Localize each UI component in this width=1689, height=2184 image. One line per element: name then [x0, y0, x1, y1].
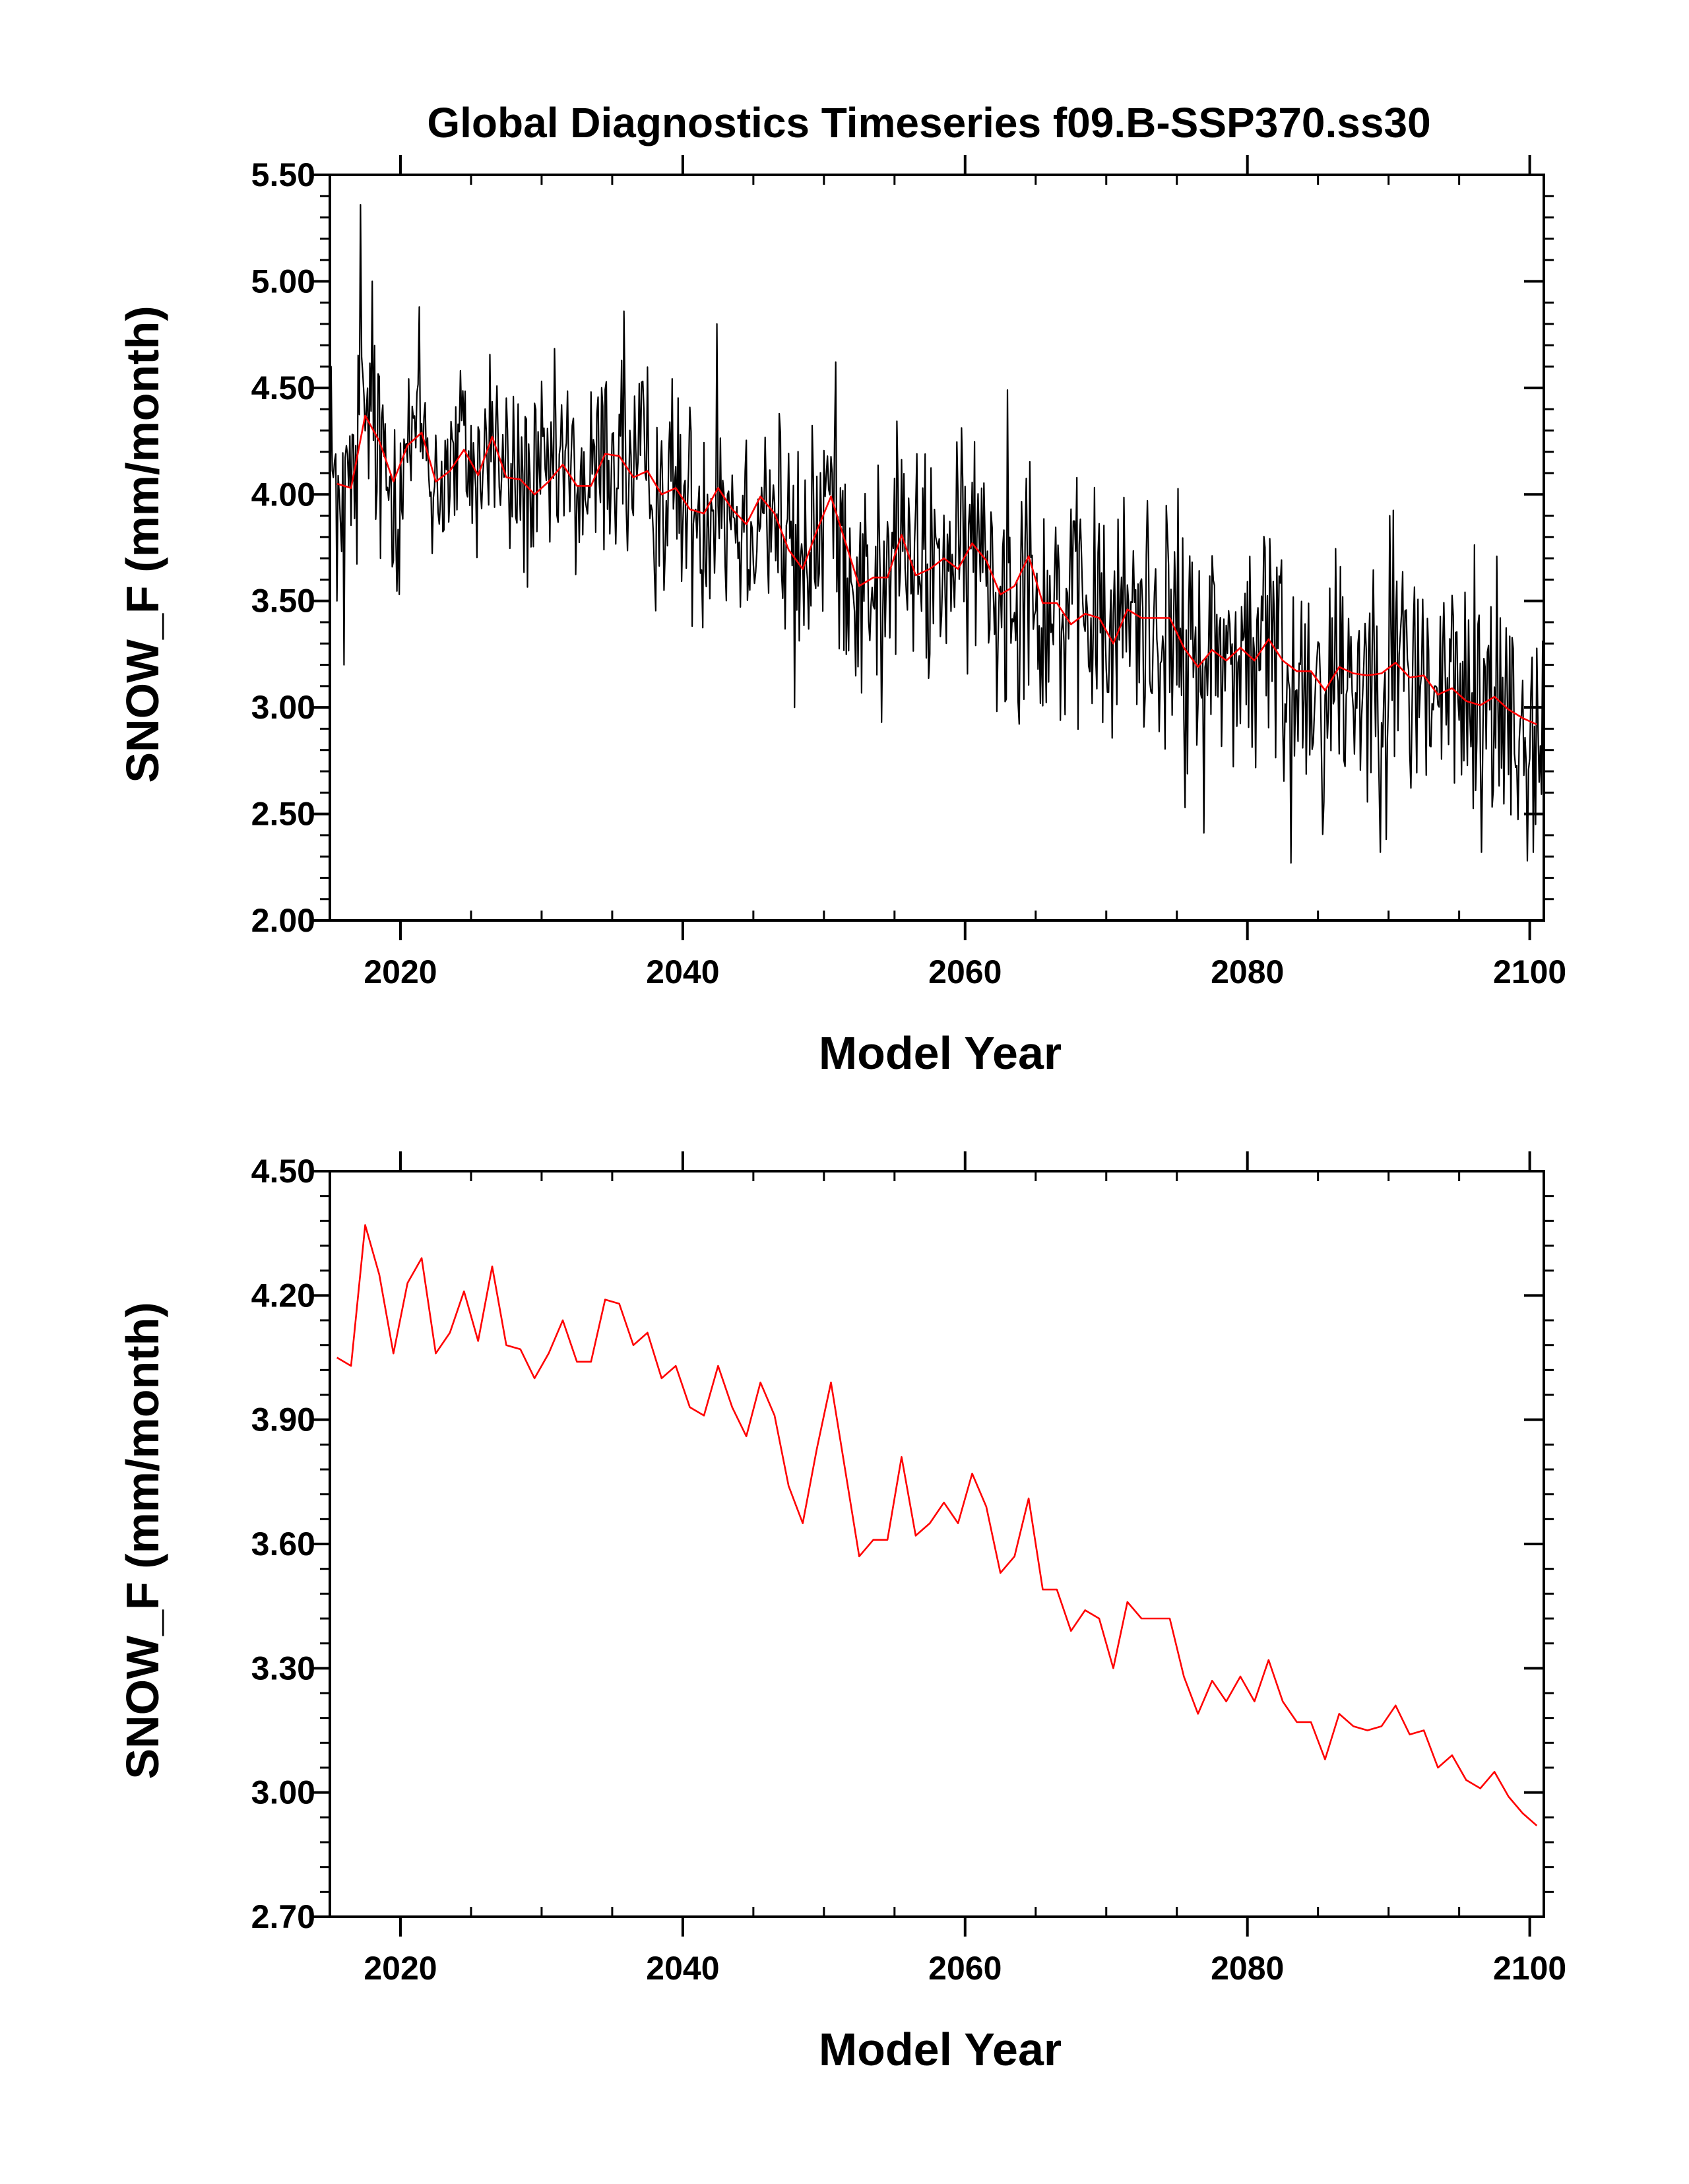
- y-tick-label: 2.50: [251, 796, 315, 833]
- x-tick-label: 2020: [364, 953, 437, 990]
- y-tick-label: 3.90: [251, 1401, 315, 1438]
- y-tick-label: 3.50: [251, 583, 315, 620]
- y-tick-label: 4.00: [251, 476, 315, 513]
- x-axis-label: Model Year: [819, 2024, 1062, 2075]
- y-tick-label: 4.50: [251, 369, 315, 406]
- x-tick-label: 2040: [646, 953, 719, 990]
- y-tick-label: 3.60: [251, 1526, 315, 1562]
- x-tick-label: 2100: [1493, 953, 1566, 990]
- plot-frame: [329, 1170, 1545, 1918]
- x-axis-label: Model Year: [819, 1027, 1062, 1079]
- y-tick-label: 5.00: [251, 263, 315, 300]
- bottom-panel: 2020 2040 2060 2080 2100 2.70 3.00 3.30 3.60 3.90…: [117, 1151, 1566, 2075]
- plot-frame: [329, 174, 1545, 922]
- y-tick-label: 3.00: [251, 1774, 315, 1811]
- x-tick-label: 2080: [1211, 1950, 1284, 1987]
- x-tick-label: 2040: [646, 1950, 719, 1987]
- x-tick-label: 2080: [1211, 953, 1284, 990]
- y-axis-label: SNOW_F (mm/month): [117, 1302, 168, 1779]
- y-tick-label: 2.70: [251, 1898, 315, 1935]
- top-panel: 2020 2040 2060 2080 2100 2.00 2.50 3.00 3.50 4.00…: [117, 155, 1566, 1079]
- y-tick-label: 4.50: [251, 1153, 315, 1190]
- y-tick-label: 4.20: [251, 1277, 315, 1314]
- monthly-line-0: [330, 204, 1544, 864]
- y-tick-label: 2.00: [251, 902, 315, 939]
- chart-title: Global Diagnostics Timeseries f09.B-SSP3…: [427, 99, 1430, 146]
- x-tick-label: 2060: [928, 953, 1002, 990]
- x-tick-label: 2100: [1493, 1950, 1566, 1987]
- x-tick-label: 2060: [928, 1950, 1002, 1987]
- y-tick-label: 3.00: [251, 689, 315, 726]
- y-axis-label: SNOW_F (mm/month): [117, 305, 168, 783]
- annual-mean-line-0: [336, 414, 1537, 726]
- annual-mean-line-1: [336, 1224, 1538, 1826]
- y-tick-label: 3.30: [251, 1650, 315, 1686]
- y-tick-label: 5.50: [251, 156, 315, 193]
- x-tick-label: 2020: [364, 1950, 437, 1987]
